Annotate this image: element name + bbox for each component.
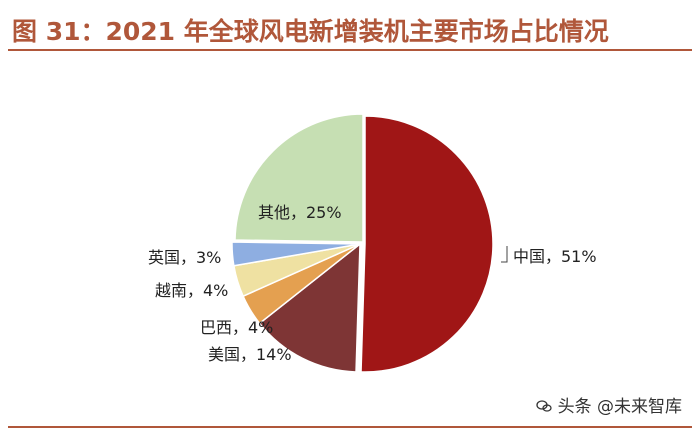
slice-label-美国: 美国，14% <box>208 345 292 364</box>
watermark-text: 头条 @未来智库 <box>557 397 682 417</box>
label-connectors <box>501 246 508 263</box>
slice-label-英国: 英国，3% <box>148 248 221 267</box>
slice-label-越南: 越南，4% <box>155 281 228 300</box>
chart-title: 图 31：2021 年全球风电新增装机主要市场占比情况 <box>12 17 609 46</box>
slice-label-其他: 其他，25% <box>258 203 342 222</box>
slice-label-中国: 中国，51% <box>513 247 597 266</box>
footer-divider <box>8 426 692 428</box>
pie-slice-中国 <box>360 115 494 373</box>
wechat-icon <box>536 398 552 414</box>
pie-slice-其他 <box>234 113 364 243</box>
slice-label-巴西: 巴西，4% <box>200 318 273 337</box>
connector-中国 <box>501 246 508 263</box>
pie-slice-英国 <box>231 241 361 267</box>
pie-labels: 中国，51% 美国，14% 巴西，4% 越南，4% 英国，3% 其他，25% <box>148 203 597 364</box>
watermark: 头条 @未来智库 <box>536 392 682 417</box>
pie-slice-美国 <box>258 242 361 373</box>
title-divider <box>8 49 692 51</box>
pie-slices <box>231 113 494 373</box>
